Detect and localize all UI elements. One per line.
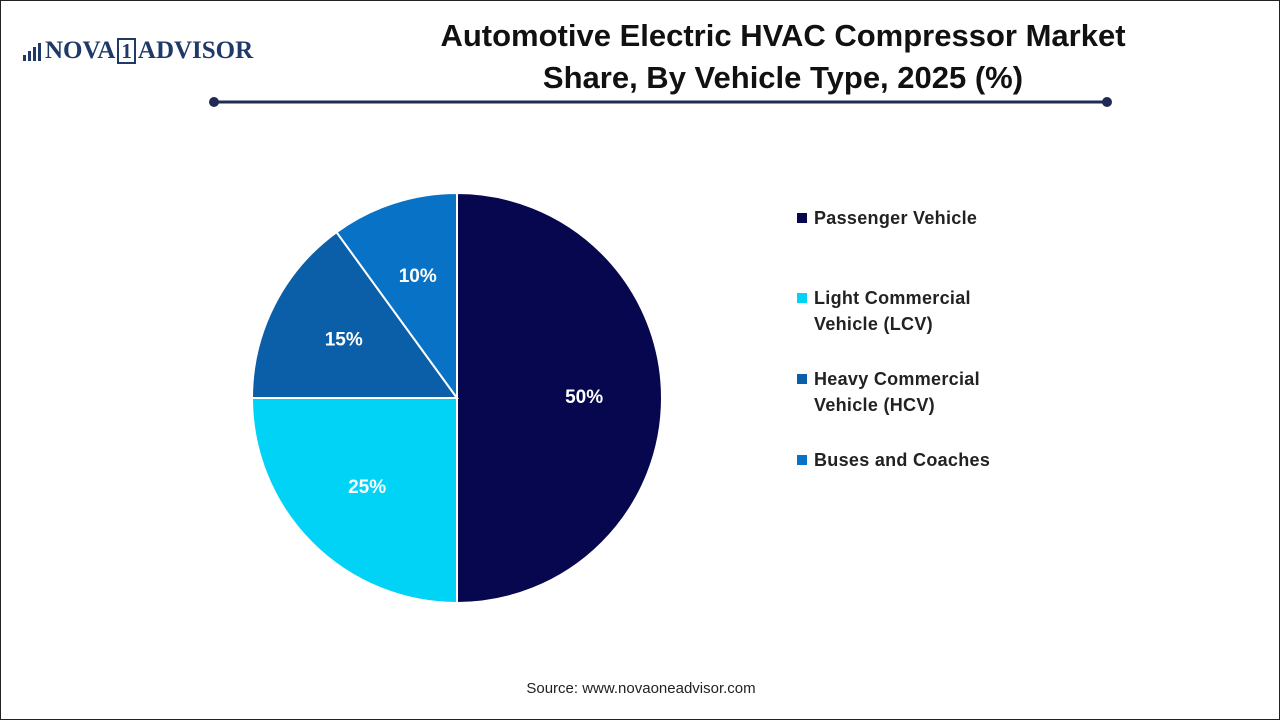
source: Source: www.novaoneadvisor.com: [526, 680, 756, 697]
legend-label: Light Commercial Vehicle (LCV): [814, 288, 971, 334]
legend-swatch: [797, 213, 807, 223]
logo: NOVA 1 ADVISOR: [45, 37, 253, 65]
legend-item: Passenger Vehicle: [797, 205, 1029, 231]
legend-swatch: [797, 455, 807, 465]
logo-mark: 1: [117, 38, 136, 64]
data-label: 15%: [325, 329, 363, 350]
pie-slice: [250, 397, 458, 605]
legend-label: Buses and Coaches: [814, 450, 991, 470]
rule-dot: [209, 97, 219, 107]
legend-swatch: [797, 374, 807, 384]
pie-slice: [250, 230, 459, 399]
rule-dot: [1102, 97, 1112, 107]
legend-item: Heavy Commercial Vehicle (HCV): [797, 366, 1029, 418]
logo-text: ADVISOR: [137, 37, 254, 64]
logo-icon: [23, 43, 41, 61]
pie-slice: [335, 191, 458, 402]
legend-swatch: [797, 293, 807, 303]
chart-title: Automotive Electric HVAC Compressor Mark…: [440, 18, 1126, 95]
logo-text: NOVA: [45, 37, 116, 64]
legend-item: Buses and Coaches: [797, 447, 1029, 473]
data-label: 50%: [565, 387, 603, 408]
data-label: 10%: [399, 266, 437, 287]
legend-label: Heavy Commercial Vehicle (HCV): [814, 369, 980, 415]
legend-item: Light Commercial Vehicle (LCV): [797, 285, 1029, 337]
pie-slice: [456, 191, 663, 605]
data-label: 25%: [348, 477, 386, 498]
legend-label: Passenger Vehicle: [814, 208, 978, 228]
